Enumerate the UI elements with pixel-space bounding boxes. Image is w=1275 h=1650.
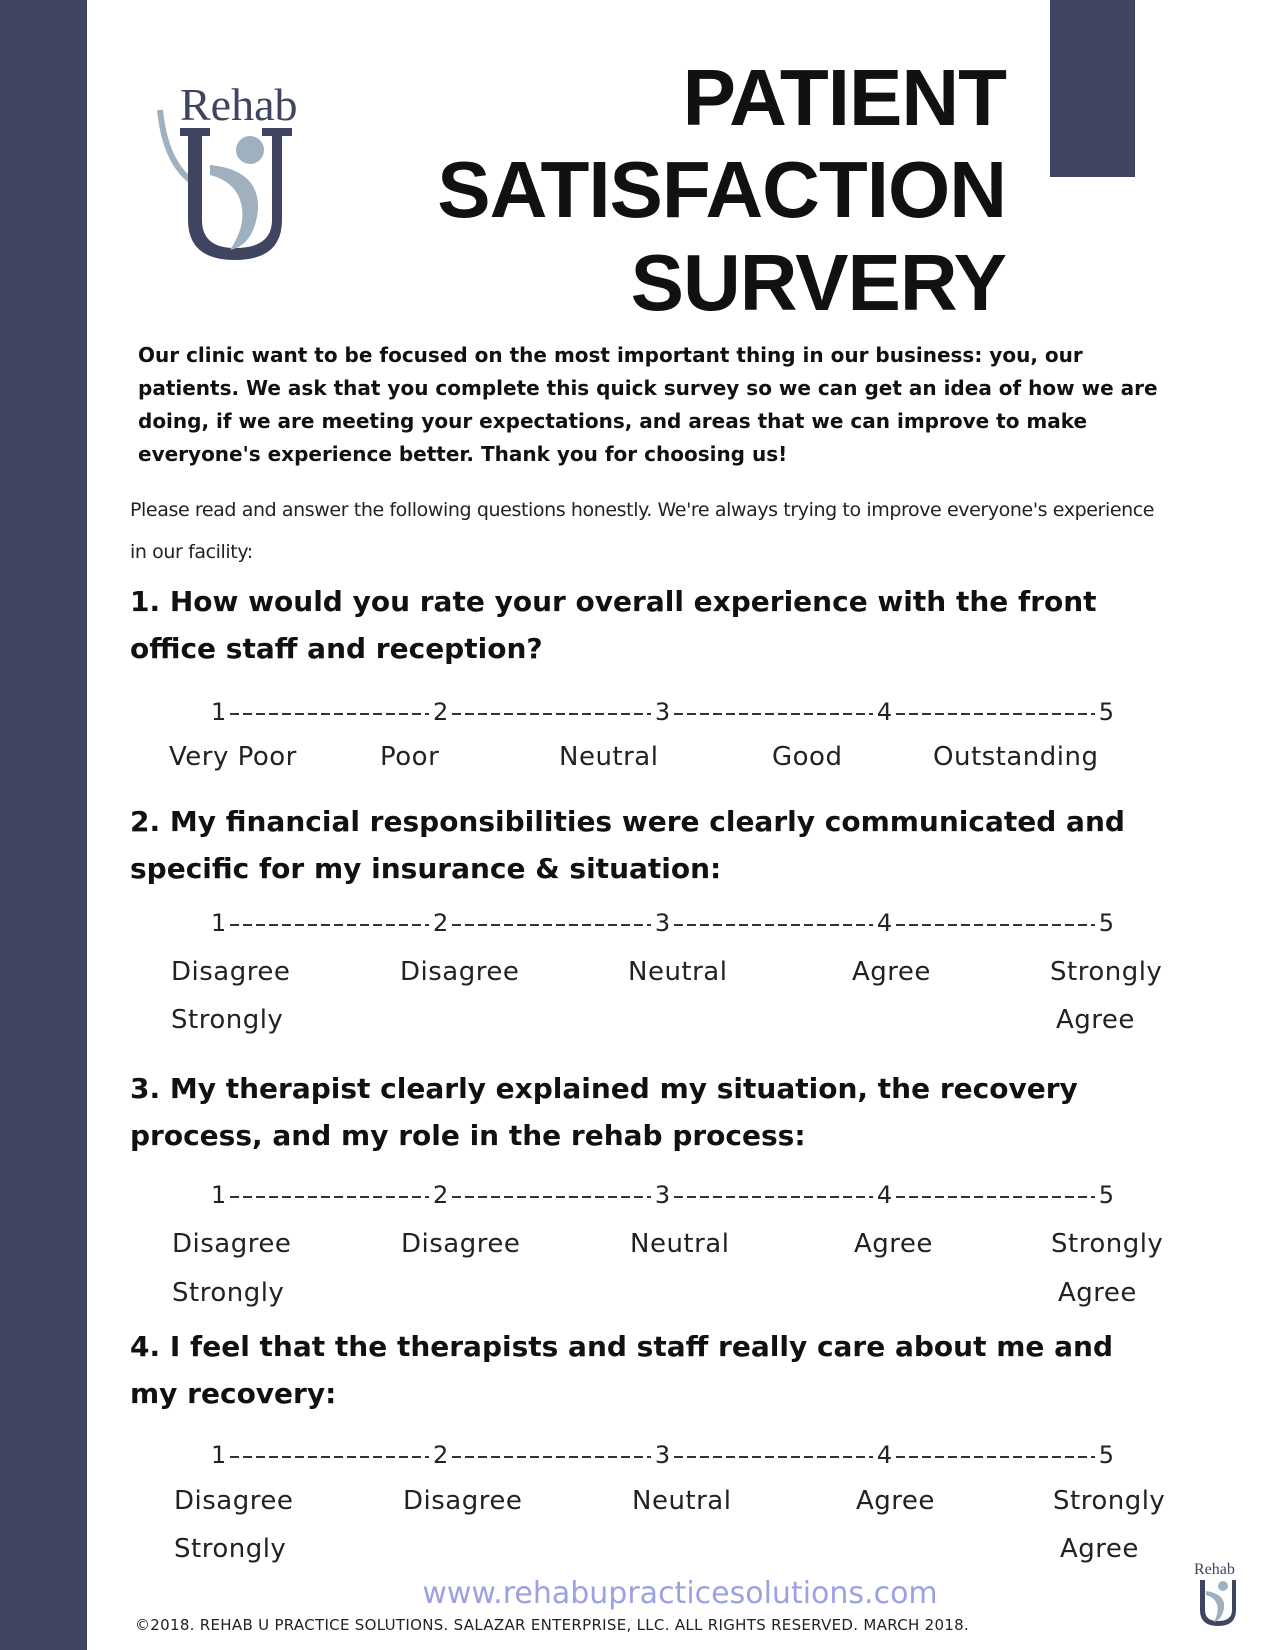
scale-point[interactable]: 4 [876, 909, 893, 937]
scale-label: Neutral [628, 957, 728, 987]
scale-dashes [230, 1195, 429, 1198]
scale-point[interactable]: 4 [876, 698, 893, 726]
scale-dashes [452, 1455, 651, 1458]
scale-point[interactable]: 3 [654, 1181, 671, 1209]
scale-dashes [896, 712, 1095, 715]
scale-point[interactable]: 3 [654, 698, 671, 726]
title-line-2: SATISFACTION [437, 145, 1007, 234]
question-4: 4. I feel that the therapists and staff … [130, 1330, 1114, 1410]
top-accent-block [1050, 0, 1135, 177]
scale-label: Agree [856, 1486, 935, 1516]
scale-point[interactable]: 2 [432, 698, 449, 726]
scale-label: Strongly [171, 1005, 284, 1035]
scale-label: Disagree [403, 1486, 523, 1516]
rating-scale-4[interactable]: 1 2 3 4 5 [211, 1440, 1114, 1470]
scale-label: Strongly [1053, 1486, 1166, 1516]
scale-label: Good [772, 742, 843, 772]
scale-label: Neutral [559, 742, 659, 772]
scale-point[interactable]: 5 [1098, 909, 1115, 937]
scale-label: Very Poor [169, 742, 297, 772]
scale-point[interactable]: 2 [432, 1441, 449, 1469]
scale-label: Strongly [1050, 957, 1163, 987]
scale-point[interactable]: 5 [1098, 1181, 1115, 1209]
left-accent-bar [0, 0, 87, 1650]
copyright-notice: ©2018. REHAB U PRACTICE SOLUTIONS. SALAZ… [135, 1616, 970, 1634]
scale-dashes [674, 923, 873, 926]
scale-point[interactable]: 4 [876, 1181, 893, 1209]
question-2: 2. My financial responsibilities were cl… [130, 805, 1125, 885]
instructions-text: Please read and answer the following que… [130, 499, 1155, 563]
scale-label: Agree [852, 957, 931, 987]
rating-scale-3[interactable]: 1 2 3 4 5 [211, 1180, 1114, 1210]
scale-dashes [230, 712, 429, 715]
scale-label: Disagree [171, 957, 291, 987]
scale-label: Agree [854, 1229, 933, 1259]
scale-label: Disagree [401, 1229, 521, 1259]
scale-label: Strongly [1051, 1229, 1164, 1259]
intro-paragraph: Our clinic want to be focused on the mos… [138, 343, 1158, 466]
scale-label: Disagree [174, 1486, 294, 1516]
scale-label: Strongly [172, 1278, 285, 1308]
scale-label: Disagree [400, 957, 520, 987]
scale-point[interactable]: 2 [432, 909, 449, 937]
scale-label: Strongly [174, 1534, 287, 1564]
scale-label: Agree [1060, 1534, 1139, 1564]
title-line-3: SURVERY [630, 238, 1007, 327]
scale-dashes [452, 923, 651, 926]
question-3: 3. My therapist clearly explained my sit… [130, 1072, 1078, 1152]
scale-label: Agree [1058, 1278, 1137, 1308]
scale-point[interactable]: 5 [1098, 1441, 1115, 1469]
question-1: 1. How would you rate your overall exper… [130, 585, 1097, 665]
scale-point[interactable]: 1 [211, 909, 227, 937]
scale-dashes [674, 712, 873, 715]
scale-dashes [452, 1195, 651, 1198]
footer-logo: Rehab [1186, 1558, 1246, 1630]
footer-logo-text: Rehab [1194, 1561, 1235, 1578]
scale-label: Disagree [172, 1229, 292, 1259]
scale-point[interactable]: 3 [654, 1441, 671, 1469]
scale-label: Neutral [630, 1229, 730, 1259]
scale-label: Outstanding [933, 742, 1099, 772]
scale-label: Agree [1056, 1005, 1135, 1035]
rating-scale-1[interactable]: 1 2 3 4 5 [211, 697, 1114, 727]
logo-text: Rehab [180, 79, 298, 130]
scale-point[interactable]: 3 [654, 909, 671, 937]
scale-point[interactable]: 1 [211, 1441, 227, 1469]
scale-point[interactable]: 4 [876, 1441, 893, 1469]
scale-point[interactable]: 5 [1098, 698, 1115, 726]
scale-point[interactable]: 2 [432, 1181, 449, 1209]
scale-dashes [230, 1455, 429, 1458]
scale-label: Neutral [632, 1486, 732, 1516]
scale-dashes [230, 923, 429, 926]
scale-dashes [674, 1455, 873, 1458]
scale-dashes [452, 712, 651, 715]
scale-label: Poor [380, 742, 440, 772]
title-line-1: PATIENT [682, 53, 1007, 142]
scale-dashes [896, 923, 1095, 926]
scale-dashes [896, 1195, 1095, 1198]
scale-point[interactable]: 1 [211, 698, 227, 726]
rating-scale-2[interactable]: 1 2 3 4 5 [211, 908, 1114, 938]
website-link[interactable]: www.rehabupracticesolutions.com [422, 1576, 938, 1611]
rehab-u-logo: Rehab [150, 70, 330, 270]
scale-dashes [674, 1195, 873, 1198]
scale-dashes [896, 1455, 1095, 1458]
scale-point[interactable]: 1 [211, 1181, 227, 1209]
